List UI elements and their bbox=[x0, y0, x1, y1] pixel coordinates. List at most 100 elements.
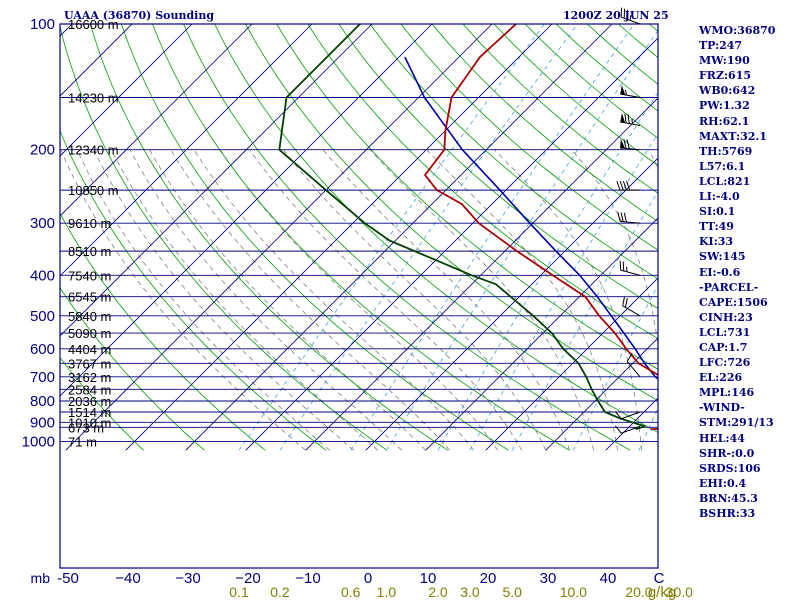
height-label: 3767 m bbox=[68, 356, 111, 371]
mixing-ratio-line bbox=[437, 91, 658, 451]
dewpoint-line bbox=[278, 24, 646, 431]
mixing-ratio-label: 2.0 bbox=[428, 584, 448, 600]
isotherm-line bbox=[60, 24, 253, 217]
index-item: WMO:36870 bbox=[699, 24, 776, 37]
mixing-ratio-unit: g/kg bbox=[648, 584, 676, 600]
index-item: CAP:1.7 bbox=[699, 340, 748, 354]
index-item: MPL:146 bbox=[699, 386, 755, 400]
moist-adiabat bbox=[60, 149, 306, 451]
pressure-tick-label: 100 bbox=[30, 16, 55, 33]
background-lines bbox=[60, 24, 800, 451]
mixing-ratio-line bbox=[511, 190, 658, 451]
parcel-line bbox=[404, 56, 658, 380]
temperature-tick-label: −40 bbox=[115, 570, 140, 587]
mixing-ratio-line bbox=[238, 24, 545, 451]
mixing-ratio-label: 0.6 bbox=[341, 584, 361, 600]
index-item: RH:62.1 bbox=[699, 114, 750, 128]
index-item: BSHR:33 bbox=[699, 507, 756, 520]
station-title: UAAA (36870) Sounding bbox=[64, 9, 215, 22]
height-label: 6545 m bbox=[68, 290, 111, 305]
index-item: LCL:821 bbox=[699, 174, 751, 188]
height-label: 5090 m bbox=[68, 326, 111, 341]
index-item: MW:190 bbox=[699, 54, 750, 68]
moist-adiabat bbox=[571, 149, 658, 349]
height-label: 71 m bbox=[68, 434, 97, 449]
dry-adiabat bbox=[338, 24, 658, 309]
pressure-tick-label: 800 bbox=[30, 393, 55, 410]
pressure-tick-label: 200 bbox=[30, 142, 55, 159]
index-item: SI:0.1 bbox=[699, 205, 736, 219]
isotherm-line bbox=[60, 24, 193, 157]
mixing-ratio-line bbox=[279, 24, 578, 451]
index-item: LCL:731 bbox=[699, 325, 751, 339]
moist-adiabat bbox=[322, 149, 571, 451]
moist-adiabat bbox=[129, 149, 402, 451]
index-item: WB0:642 bbox=[699, 84, 756, 98]
height-label: 5840 m bbox=[68, 309, 111, 324]
height-label: 9610 m bbox=[68, 216, 111, 231]
dry-adiabat bbox=[183, 24, 631, 451]
mixing-ratio-line bbox=[638, 407, 658, 451]
index-item: FRZ:615 bbox=[699, 69, 752, 83]
wind-barb-column bbox=[614, 7, 641, 434]
index-item: STM:291/13 bbox=[699, 416, 774, 430]
index-item: -PARCEL- bbox=[699, 280, 759, 294]
dry-adiabat bbox=[245, 24, 658, 402]
height-label: 673 m bbox=[68, 420, 104, 435]
plot-border bbox=[59, 23, 659, 569]
moist-adiabat bbox=[93, 149, 354, 451]
mixing-ratio-label: 20.0 bbox=[625, 584, 652, 600]
moist-adiabat bbox=[193, 149, 475, 451]
mixing-ratio-line bbox=[350, 24, 635, 451]
wind-barb bbox=[626, 353, 641, 378]
mixing-ratio-label: 30.0 bbox=[666, 584, 693, 600]
index-item: CAPE:1506 bbox=[699, 295, 768, 309]
height-label: 16600 m bbox=[68, 17, 119, 32]
temperature-tick-label: 40 bbox=[600, 570, 617, 587]
dry-adiabat bbox=[276, 24, 658, 370]
index-item: SHR-:0.0 bbox=[699, 446, 755, 460]
index-item: TH:5769 bbox=[699, 144, 753, 158]
index-item: SW:145 bbox=[699, 250, 746, 264]
height-label: 7540 m bbox=[68, 268, 111, 283]
mixing-ratio-label: 1.0 bbox=[377, 584, 397, 600]
mixing-ratio-label: 10.0 bbox=[560, 584, 587, 600]
index-item: -WIND- bbox=[699, 401, 745, 415]
pressure-tick-label: 500 bbox=[30, 308, 55, 325]
wind-barb bbox=[617, 212, 641, 224]
mixing-ratio-label: 3.0 bbox=[460, 584, 480, 600]
dry-adiabat bbox=[89, 24, 449, 451]
index-item: BRN:45.3 bbox=[699, 491, 758, 505]
moist-adiabat bbox=[648, 149, 658, 169]
plot-frame bbox=[59, 23, 659, 569]
index-item: MAXT:32.1 bbox=[699, 129, 767, 143]
isotherm-line bbox=[60, 24, 373, 337]
isotherm-line bbox=[245, 37, 658, 451]
isotherm-line bbox=[185, 24, 613, 451]
isotherm-line bbox=[545, 337, 658, 451]
height-label: 10850 m bbox=[68, 183, 119, 198]
pressure-tick-label: 900 bbox=[30, 414, 55, 431]
dry-adiabat bbox=[121, 24, 509, 451]
height-label: 4404 m bbox=[68, 342, 111, 357]
index-item: SRDS:106 bbox=[699, 461, 761, 475]
moist-adiabat bbox=[369, 149, 595, 451]
index-item: L57:6.1 bbox=[699, 159, 746, 173]
pressure-tick-label: 700 bbox=[30, 369, 55, 386]
index-item: EI:-0.6 bbox=[699, 265, 741, 279]
wind-barb bbox=[616, 180, 640, 191]
temperature-tick-label: −10 bbox=[295, 570, 320, 587]
index-item: EHI:0.4 bbox=[699, 476, 747, 490]
moist-adiabat bbox=[76, 149, 330, 451]
wind-barb bbox=[620, 7, 641, 25]
isotherm-line bbox=[425, 217, 658, 451]
temperature-tick-label: −20 bbox=[235, 570, 260, 587]
isotherm-line bbox=[125, 24, 553, 451]
isotherm-line bbox=[60, 24, 73, 37]
dry-adiabat bbox=[774, 24, 800, 450]
moist-adiabat bbox=[249, 149, 523, 451]
pressure-tick-label: 400 bbox=[30, 267, 55, 284]
isotherm-line bbox=[485, 277, 658, 451]
dry-adiabat bbox=[60, 212, 266, 451]
